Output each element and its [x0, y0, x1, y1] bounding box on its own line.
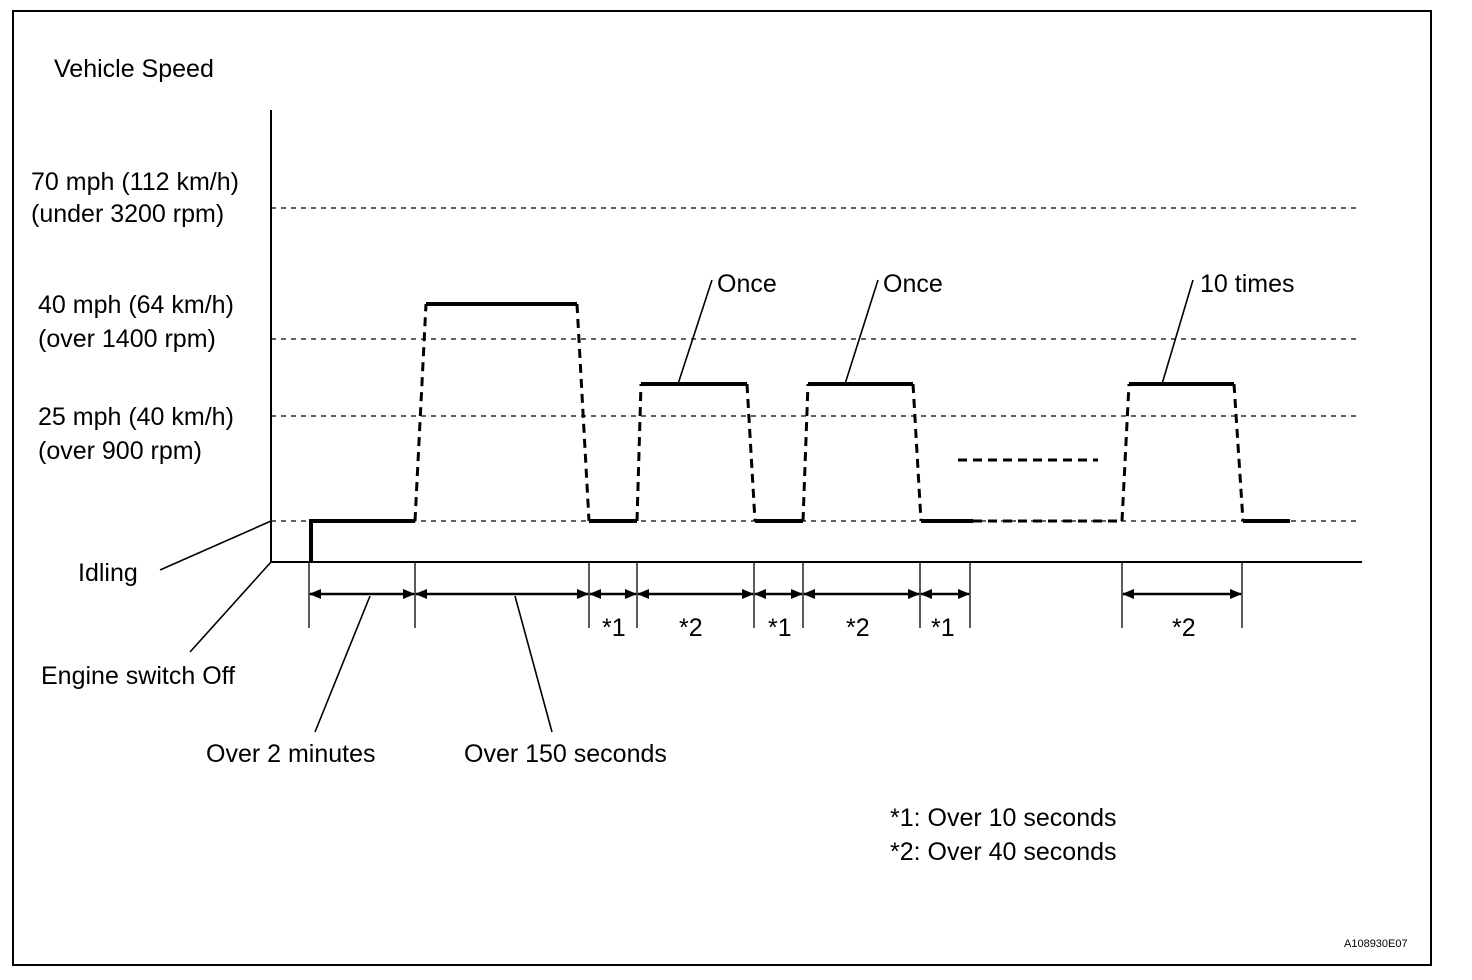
speed-40-label-line1: 40 mph (64 km/h) [38, 291, 234, 319]
decel-from-25mph-3 [1232, 383, 1245, 522]
interval-label-star2-c: *2 [1172, 614, 1196, 642]
interval-label-star1-b: *1 [768, 614, 792, 642]
idle-segment [309, 519, 415, 562]
accel-to-25mph-1 [635, 383, 643, 522]
speed-25-label-line2: (over 900 rpm) [38, 437, 202, 465]
leader-over-150-seconds [514, 595, 553, 733]
interval-label-star1-c: *1 [931, 614, 955, 642]
footnote-star1: *1: Over 10 seconds [890, 804, 1117, 832]
leader-ten-times [1161, 279, 1194, 385]
diagram-frame [12, 10, 1432, 966]
leader-once-2 [844, 279, 879, 385]
speed-profile-transitions [413, 303, 1245, 523]
figure-code: A108930E07 [1344, 938, 1408, 950]
leader-once-1 [677, 279, 713, 385]
speed-25-label-line1: 25 mph (40 km/h) [38, 403, 234, 431]
accel-to-25mph-2 [801, 383, 810, 522]
leader-engine-off [189, 561, 272, 653]
speed-70-label-line2: (under 3200 rpm) [31, 200, 225, 228]
footnote-star2: *2: Over 40 seconds [890, 838, 1117, 866]
over-150-seconds-label: Over 150 seconds [464, 740, 667, 768]
speed-40-label-line2: (over 1400 rpm) [38, 325, 216, 353]
idling-label: Idling [78, 559, 138, 587]
interval-label-star1-a: *1 [602, 614, 626, 642]
interval-label-star2-b: *2 [846, 614, 870, 642]
decel-from-25mph-1 [745, 383, 757, 522]
once-label-2: Once [883, 270, 943, 298]
y-axis-title: Vehicle Speed [54, 55, 214, 83]
speed-70-label-line1: 70 mph (112 km/h) [31, 168, 239, 196]
leader-idling [159, 520, 272, 571]
ten-times-label: 10 times [1200, 270, 1295, 298]
engine-off-label: Engine switch Off [41, 662, 236, 690]
interval-label-star2-a: *2 [679, 614, 703, 642]
leader-over-2-minutes [314, 595, 371, 733]
decel-from-25mph-2 [911, 383, 923, 522]
once-label-1: Once [717, 270, 777, 298]
decel-from-40mph [575, 303, 591, 522]
leader-lines [159, 279, 1194, 733]
accel-to-40mph [413, 303, 428, 522]
speed-profile-solid [309, 302, 1290, 562]
reference-lines [271, 207, 1360, 522]
over-2-minutes-label: Over 2 minutes [206, 740, 376, 768]
accel-to-25mph-3 [1120, 383, 1131, 522]
